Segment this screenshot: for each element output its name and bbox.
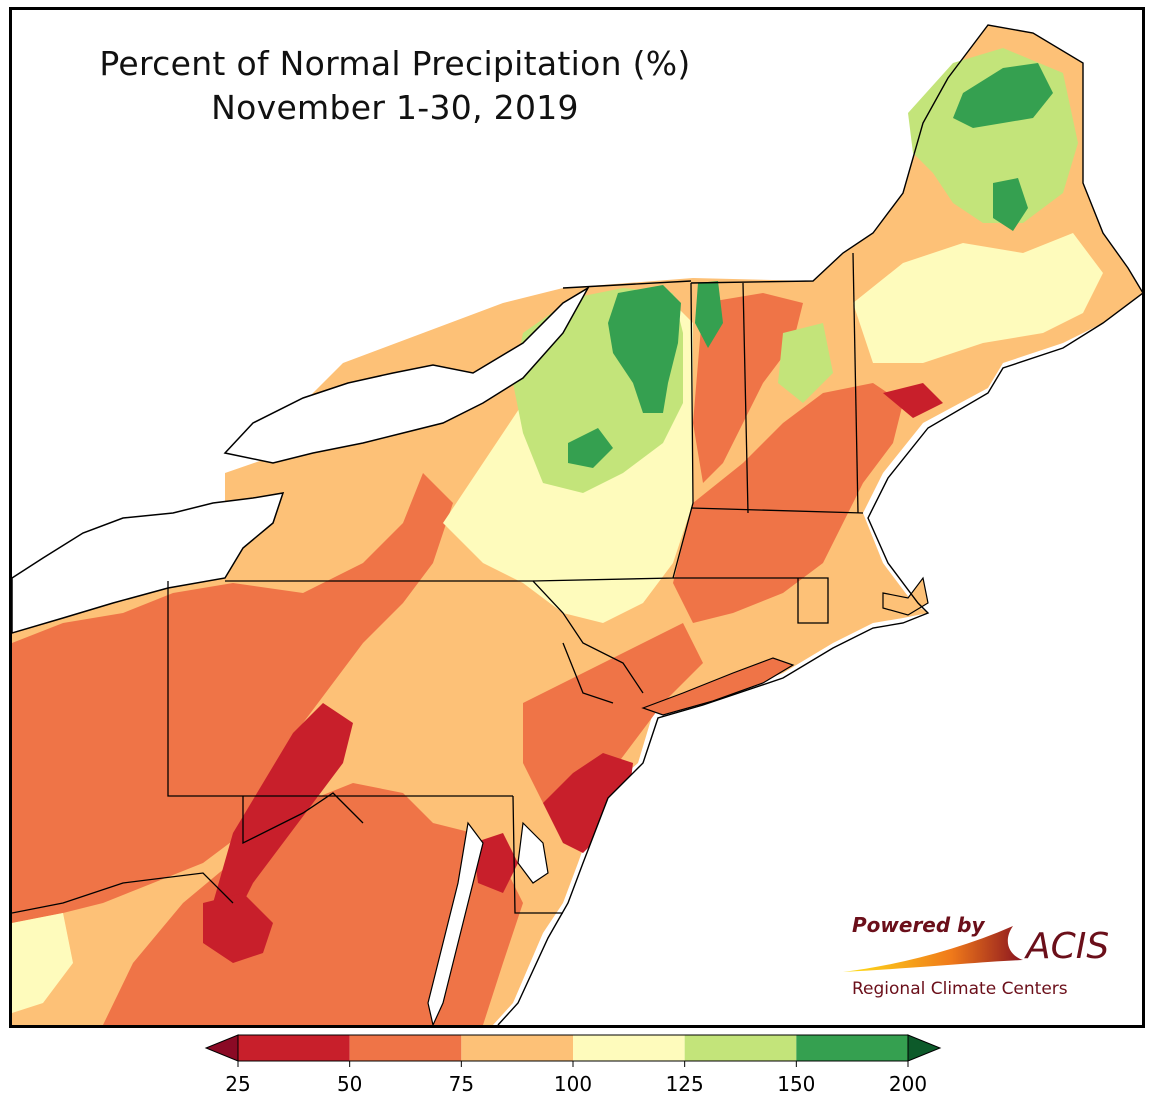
legend-over-arrow (907, 1034, 942, 1062)
region-50-75-pa (12, 473, 453, 923)
region-100-125-me (853, 233, 1103, 363)
precipitation-map (12, 24, 1142, 1025)
region-25-50-me (883, 383, 943, 418)
region-125-150-vt (778, 323, 833, 403)
region-25-50-md (473, 833, 518, 893)
legend-tick-label: 125 (666, 1072, 704, 1096)
coastline (497, 24, 1142, 1025)
logo-subtitle: Regional Climate Centers (852, 979, 1068, 999)
legend-bin-25-50 (238, 1035, 350, 1061)
region-25-50-pa (213, 703, 353, 923)
map-title: Percent of Normal Precipitation (%) (99, 44, 691, 83)
lake-ontario (223, 285, 591, 464)
atlantic-ocean (498, 293, 1142, 1025)
region-50-75-nj (523, 623, 703, 823)
legend-bin-150-200 (796, 1035, 908, 1061)
delaware-bay (517, 821, 549, 884)
legend-bin-100-125 (573, 1035, 685, 1061)
lake-erie (12, 492, 285, 634)
legend-bars (204, 1034, 942, 1062)
ny-northern-border (562, 280, 692, 289)
legend-tick-label: 50 (337, 1072, 362, 1096)
legend-tick-label: 150 (777, 1072, 815, 1096)
legend-bin-75-100 (461, 1035, 573, 1061)
legend-bin-50-75 (349, 1035, 462, 1061)
legend-ticks: 25 50 75 100 125 150 200 (225, 1061, 927, 1096)
legend-bin-125-150 (684, 1035, 797, 1061)
map-subtitle: November 1-30, 2019 (211, 88, 579, 127)
legend-tick-label: 200 (889, 1072, 927, 1096)
region-150-200-me-north (953, 63, 1053, 128)
legend-tick-label: 100 (554, 1072, 592, 1096)
map-frame: Percent of Normal Precipitation (%) Nove… (9, 7, 1145, 1028)
cape-cod (882, 576, 929, 616)
region-100-125-wv (12, 913, 73, 1013)
region-150-200-me-center (993, 178, 1028, 231)
logo-swoosh (843, 926, 1023, 972)
region-25-50-nj (543, 753, 633, 853)
color-legend: 25 50 75 100 125 150 200 (204, 1034, 942, 1096)
logo-brand: ACIS (1024, 926, 1109, 967)
chesapeake-bay (427, 821, 484, 1025)
region-25-50-va (203, 893, 273, 963)
region-50-75-nh (693, 293, 803, 483)
legend-tick-label: 75 (449, 1072, 474, 1096)
legend-under-arrow (204, 1034, 239, 1062)
long-island (641, 657, 795, 716)
region-150-200-adk (608, 285, 681, 413)
acis-logo: Powered by ACIS Regional Climate Centers (843, 913, 1109, 999)
region-150-200-ny-central (568, 428, 613, 468)
region-50-75-ne (673, 383, 903, 623)
legend-tick-label: 25 (225, 1072, 250, 1096)
region-50-75-south (103, 783, 523, 1025)
state-boundaries (12, 252, 864, 914)
region-150-200-vt (695, 281, 723, 348)
logo-powered-by: Powered by (852, 913, 985, 937)
